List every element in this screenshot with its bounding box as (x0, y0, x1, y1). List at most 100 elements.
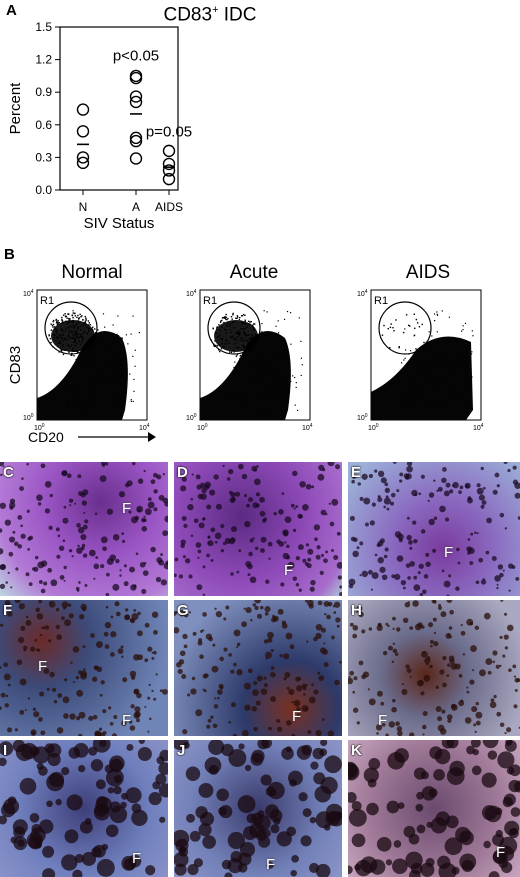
stained-cell (367, 778, 377, 788)
event-dot (436, 314, 439, 316)
stained-cell (405, 563, 411, 568)
stained-cell (416, 824, 426, 834)
gate-event (225, 313, 227, 316)
stained-cell (162, 530, 168, 537)
stained-cell (203, 689, 207, 693)
stained-cell (24, 709, 27, 712)
event-dot (271, 372, 273, 374)
stained-cell (248, 551, 253, 557)
stained-cell (352, 633, 358, 639)
stained-cell (348, 675, 351, 678)
stained-cell (39, 660, 42, 664)
stained-cell (384, 487, 391, 493)
stained-cell (159, 816, 166, 823)
event-dot (277, 332, 280, 334)
gate-event (389, 347, 391, 349)
stained-cell (188, 574, 193, 579)
stained-cell (130, 675, 136, 680)
stained-cell (150, 546, 156, 553)
stained-cell (35, 555, 39, 560)
stained-cell (293, 507, 296, 510)
stained-cell (124, 614, 130, 620)
stained-cell (192, 631, 197, 636)
stained-cell (198, 638, 203, 643)
stained-cell (64, 678, 68, 682)
micrograph-f: F F F (0, 600, 168, 736)
stained-cell (164, 515, 168, 523)
stained-cell (78, 765, 86, 773)
stained-cell (497, 751, 515, 769)
y-tick-low-exp: 0 (365, 413, 368, 419)
stained-cell (88, 549, 96, 557)
event-dot (417, 360, 419, 362)
stained-cell (63, 713, 69, 719)
stained-cell (7, 727, 13, 733)
stained-cell (115, 558, 120, 564)
gate-event (226, 318, 228, 321)
stained-cell (13, 826, 26, 839)
stained-cell (412, 520, 417, 525)
stained-cell (449, 489, 454, 494)
gate-event (55, 319, 57, 321)
event-dot (112, 402, 115, 404)
event-dot (75, 361, 78, 363)
stained-cell (435, 685, 439, 689)
stained-cell (233, 662, 237, 667)
stained-cell (105, 824, 119, 838)
stained-cell (211, 665, 219, 673)
event-dot (119, 397, 121, 399)
stained-cell (425, 552, 430, 557)
gate-event (87, 320, 90, 322)
stained-cell (181, 476, 187, 482)
stained-cell (405, 664, 410, 669)
stained-cell (381, 722, 386, 727)
stained-cell (195, 709, 203, 717)
stained-cell (348, 792, 357, 803)
data-point (76, 103, 90, 116)
stained-cell (270, 824, 280, 834)
micrograph-letter: J (177, 742, 186, 759)
stained-cell (304, 562, 309, 566)
stained-cell (415, 803, 424, 812)
stained-cell (320, 627, 326, 633)
stained-cell (32, 707, 36, 711)
stained-cell (413, 767, 427, 780)
gate-label: R1 (40, 295, 54, 307)
stained-cell (426, 821, 433, 828)
stained-cell (367, 688, 370, 691)
stained-cell (514, 780, 520, 793)
event-dot (471, 351, 473, 353)
stained-cell (151, 651, 154, 654)
stained-cell (433, 641, 439, 647)
gate-event (236, 316, 239, 318)
stained-cell (46, 773, 65, 792)
stained-cell (488, 871, 500, 877)
stained-cell (315, 554, 321, 560)
stained-cell (175, 611, 178, 614)
stained-cell (96, 641, 103, 649)
event-dot (97, 339, 100, 341)
stained-cell (402, 586, 406, 590)
event-dot (430, 369, 432, 371)
stained-cell (329, 521, 335, 527)
stained-cell (295, 676, 301, 682)
y-tick-low: 100 (23, 413, 34, 422)
stained-cell (72, 869, 83, 877)
stained-cell (82, 645, 86, 649)
stained-cell (363, 497, 371, 505)
stained-cell (61, 854, 78, 871)
stained-cell (178, 574, 183, 579)
gate-event (95, 332, 97, 334)
stained-cell (137, 654, 144, 661)
stained-cell (3, 662, 8, 667)
stained-cell (99, 740, 107, 748)
stained-cell (445, 517, 450, 522)
stained-cell (74, 502, 77, 505)
stained-cell (182, 555, 186, 559)
event-dot (430, 404, 432, 406)
stained-cell (254, 814, 271, 831)
stained-cell (425, 561, 431, 567)
x-tick-low: 100 (197, 423, 208, 432)
stained-cell (0, 623, 4, 627)
gate-event (405, 314, 408, 316)
